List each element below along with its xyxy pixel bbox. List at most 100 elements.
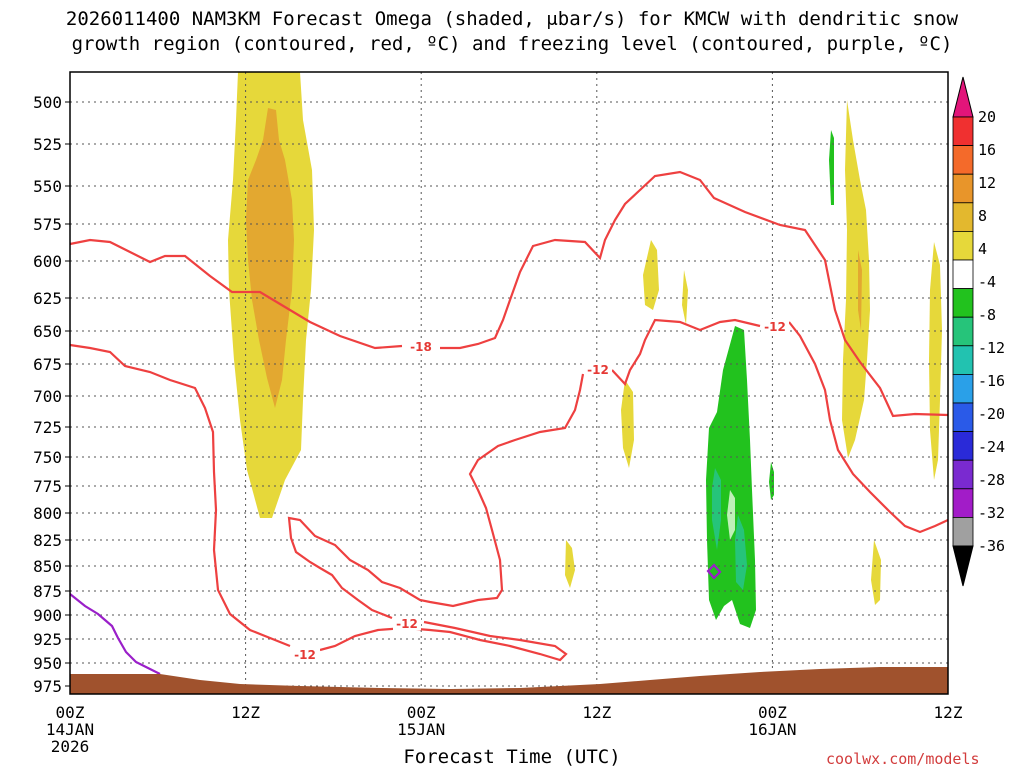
colorbar-swatch	[952, 373, 974, 404]
x-tick-label: 14JAN	[46, 720, 94, 739]
grid-lines	[70, 72, 948, 694]
colorbar-label: 16	[978, 141, 996, 159]
colorbar-swatch	[952, 202, 974, 232]
dgz-contour-main	[69, 318, 949, 662]
omega-region-teal-16jan-a	[712, 468, 721, 550]
y-tick-label: 875	[33, 582, 62, 601]
omega-region-yellow-15z15b	[682, 270, 688, 325]
colorbar-label: 12	[978, 174, 996, 192]
freezing-level-line	[69, 593, 161, 675]
colorbar-label: -28	[978, 471, 1005, 489]
colorbar-swatch	[952, 488, 974, 518]
omega-region-yellow-15z15a	[643, 240, 659, 310]
y-tick-label: 650	[33, 322, 62, 341]
y-tick-label: 700	[33, 387, 62, 406]
y-tick-label: 575	[33, 215, 62, 234]
plot-area: -18 -12 -12 -12 -12	[69, 71, 949, 695]
colorbar-label: 8	[978, 207, 987, 225]
omega-region-white-16jan	[727, 490, 735, 540]
contour-label-2: -12	[587, 363, 609, 377]
colorbar-label: -4	[978, 273, 996, 291]
colorbar-label: -32	[978, 504, 1005, 522]
x-tick-label: 16JAN	[748, 720, 796, 739]
colorbar-swatch	[952, 116, 974, 147]
y-tick-label: 750	[33, 448, 62, 467]
credit-text: coolwx.com/models	[826, 750, 980, 768]
x-tick-label: 12Z	[231, 703, 260, 722]
contour-label-5: -12	[294, 648, 316, 662]
omega-region-yellow-18z14	[565, 540, 575, 588]
chart-title-line-2: growth region (contoured, red, ºC) and f…	[71, 33, 953, 55]
omega-region-teal-16jan-b	[735, 515, 747, 590]
colorbar-swatch	[952, 316, 974, 347]
omega-region-orange-12z	[246, 108, 294, 408]
terrain	[70, 667, 948, 694]
freezing-level-blob	[706, 563, 722, 580]
y-tick-label: 675	[33, 355, 62, 374]
x-tick-label: 12Z	[934, 703, 963, 722]
y-tick-label: 950	[33, 654, 62, 673]
y-tick-label: 500	[33, 93, 62, 112]
colorbar-swatch	[952, 145, 974, 175]
contour-label-1: -18	[410, 340, 432, 354]
colorbar-swatch	[952, 517, 974, 547]
colorbar-min-arrow	[952, 545, 974, 587]
x-tick-label: 2026	[51, 737, 90, 756]
x-tick-label: 12Z	[582, 703, 611, 722]
y-tick-label: 775	[33, 477, 62, 496]
colorbar: 20 16 12 8 4 -4 -8 -12 -16 -20 -24 -28 -32 -36	[952, 76, 1005, 587]
colorbar-label: 4	[978, 240, 987, 258]
colorbar-label: -20	[978, 405, 1005, 423]
omega-shading	[228, 72, 942, 628]
contour-label-4: -12	[396, 617, 418, 631]
colorbar-swatch	[952, 402, 974, 433]
y-tick-label: 600	[33, 252, 62, 271]
omega-region-green-00z16	[769, 462, 774, 500]
colorbar-label: -8	[978, 306, 996, 324]
colorbar-label: -36	[978, 537, 1005, 555]
y-tick-label: 800	[33, 504, 62, 523]
colorbar-swatch	[952, 230, 974, 261]
y-tick-label: 625	[33, 289, 62, 308]
y-axis: 500 525 550 575 600 625 650 675 700 725 750 775 800 8…	[33, 93, 70, 696]
x-tick-label: 00Z	[56, 703, 85, 722]
colorbar-swatch	[952, 459, 974, 490]
x-tick-label: 00Z	[407, 703, 436, 722]
y-tick-label: 850	[33, 557, 62, 576]
colorbar-swatch	[952, 259, 974, 290]
omega-region-yellow-21z16	[871, 540, 881, 605]
omega-region-yellow-00z17	[929, 242, 942, 480]
x-tick-label: 15JAN	[397, 720, 445, 739]
y-tick-label: 725	[33, 418, 62, 437]
colorbar-max-arrow	[952, 76, 974, 118]
colorbar-swatch	[952, 345, 974, 375]
colorbar-label: -12	[978, 339, 1005, 357]
x-tick-label: 00Z	[758, 703, 787, 722]
y-tick-label: 550	[33, 177, 62, 196]
y-tick-label: 900	[33, 606, 62, 625]
chart-title-line-1: 2026011400 NAM3KM Forecast Omega (shaded…	[65, 8, 959, 30]
y-tick-label: 925	[33, 630, 62, 649]
colorbar-label: -24	[978, 438, 1005, 456]
omega-region-yellow-18z16	[842, 100, 870, 458]
y-tick-label: 525	[33, 135, 62, 154]
y-tick-label: 825	[33, 531, 62, 550]
plot-frame	[69, 71, 949, 695]
colorbar-swatch	[952, 173, 974, 204]
freezing-level-contours	[69, 563, 722, 675]
dgz-contour-upper	[69, 170, 949, 418]
colorbar-label: 20	[978, 108, 996, 126]
contour-label-3: -12	[764, 320, 786, 334]
colorbar-swatch	[952, 288, 974, 318]
colorbar-swatch	[952, 431, 974, 461]
omega-region-yellow-12z15	[621, 380, 634, 468]
y-tick-label: 975	[33, 677, 62, 696]
dgz-contours	[69, 170, 949, 662]
contour-labels: -18 -12 -12 -12 -12	[290, 319, 789, 662]
x-axis-label: Forecast Time (UTC)	[403, 746, 621, 768]
omega-region-orange-18z16	[858, 250, 862, 330]
colorbar-label: -16	[978, 372, 1005, 390]
plot-background	[70, 72, 948, 694]
